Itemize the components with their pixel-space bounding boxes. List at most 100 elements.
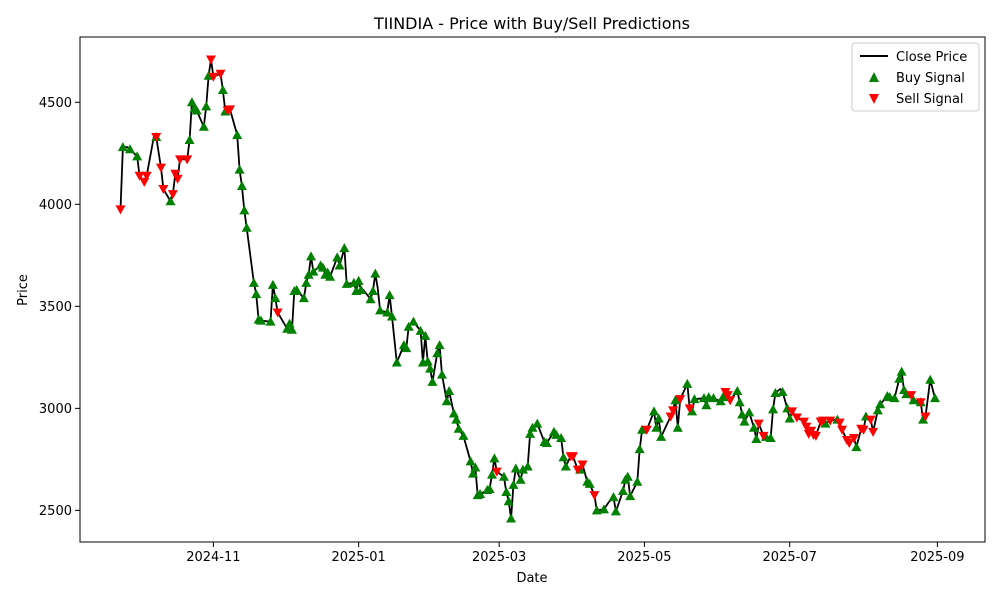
sell-signal-marker: [722, 391, 733, 401]
buy-signal-marker: [734, 397, 745, 407]
sell-signal-marker: [205, 55, 216, 65]
buy-signal-marker: [532, 418, 543, 428]
sell-signal-marker: [668, 406, 679, 416]
sell-signal-marker: [818, 416, 829, 426]
buy-signal-marker: [356, 285, 367, 295]
x-tick-label: 2025-05: [617, 550, 671, 565]
buy-signal-marker: [503, 496, 514, 506]
buy-signal-marker: [270, 293, 281, 303]
sell-signal-marker: [868, 427, 879, 437]
buy-signal-marker: [291, 285, 302, 295]
sell-signal-marker: [787, 407, 798, 417]
plot-frame: [79, 36, 986, 543]
sell-signal-marker: [272, 308, 283, 318]
buy-signal-marker: [489, 453, 500, 463]
buy-signal-marker: [744, 407, 755, 417]
legend-buy-signal: Buy Signal: [896, 71, 965, 86]
sell-signal-marker: [834, 418, 845, 428]
buy-signal-marker: [306, 251, 317, 261]
buy-signal-marker: [653, 413, 664, 423]
sell-signal-marker: [577, 460, 588, 470]
buy-signal-marker: [132, 151, 143, 161]
buy-signal-marker: [622, 471, 633, 481]
sell-signal-marker: [865, 415, 876, 425]
buy-signal-marker: [191, 105, 202, 115]
buy-signal-marker: [367, 286, 378, 296]
buy-signal-marker: [648, 406, 659, 416]
buy-signal-marker: [777, 387, 788, 397]
buy-signal-marker: [325, 271, 336, 281]
sell-signal-marker: [158, 185, 169, 195]
buy-signal-marker: [384, 290, 395, 300]
y-tick-label: 3500: [39, 300, 72, 315]
buy-signal-marker: [501, 487, 512, 497]
buy-signal-marker: [420, 330, 431, 340]
buy-signal-marker: [382, 307, 393, 317]
buy-signal-marker: [415, 325, 426, 335]
buy-signal-marker: [925, 374, 936, 384]
buy-signal-marker: [687, 406, 698, 416]
sell-signal-marker: [920, 412, 931, 422]
sell-signal-marker: [572, 465, 583, 475]
buy-signal-marker: [487, 469, 498, 479]
sell-signal-marker: [675, 395, 686, 405]
buy-signal-marker: [608, 492, 619, 502]
buy-signal-marker: [558, 452, 569, 462]
y-axis-label: Price: [16, 274, 31, 306]
plot-content: [115, 55, 940, 523]
buy-signal-marker: [308, 266, 319, 276]
buy-signal-marker: [465, 456, 476, 466]
buy-signal-marker: [241, 222, 252, 232]
buy-signal-marker: [375, 305, 386, 315]
buy-signal-marker: [851, 442, 862, 452]
buy-signal-marker: [820, 418, 831, 428]
buy-signal-marker: [117, 142, 128, 152]
buy-signal-marker: [470, 462, 481, 472]
x-axis: 2024-11 2025-01 2025-03 2025-05 2025-07 2025-…: [186, 542, 965, 565]
sell-signal-marker: [172, 174, 183, 184]
buy-signal-marker: [508, 479, 519, 489]
buy-signal-marker: [475, 489, 486, 499]
buy-signal-marker: [784, 413, 795, 423]
buy-signal-marker: [591, 505, 602, 515]
y-axis: 2500 3000 3500 4000 4500: [39, 96, 80, 519]
buy-signal-marker: [625, 491, 636, 501]
buy-signal-marker: [256, 315, 266, 325]
buy-signal-marker: [889, 393, 900, 403]
buy-signal-marker: [517, 464, 528, 474]
buy-signal-marker: [672, 422, 683, 432]
buy-signal-marker: [551, 429, 562, 439]
buy-signal-marker: [584, 478, 595, 488]
sell-signal-marker: [906, 391, 917, 401]
buy-signal-marker: [896, 366, 907, 376]
sell-signal-marker: [799, 417, 809, 427]
buy-signal-marker: [248, 277, 259, 287]
sell-signal-marker: [155, 163, 166, 173]
buy-signal-marker: [217, 85, 228, 95]
buy-signal-marker: [334, 260, 345, 270]
buy-signal-marker: [365, 294, 376, 304]
buy-signal-marker: [451, 414, 462, 424]
plot-area: [80, 37, 985, 542]
buy-signal-marker: [929, 393, 940, 403]
buy-signal-marker: [453, 423, 464, 433]
buy-signal-marker: [739, 416, 750, 426]
buy-signals: [117, 70, 940, 523]
buy-signal-marker: [498, 471, 509, 481]
buy-signal-marker: [467, 468, 478, 478]
sell-signal-marker: [849, 433, 860, 443]
buy-signal-marker: [441, 396, 452, 406]
x-tick-label: 2025-07: [763, 550, 817, 565]
buy-signal-marker: [515, 474, 526, 484]
buy-signal-marker: [437, 369, 447, 379]
buy-signal-marker: [286, 324, 297, 334]
buy-signal-marker: [341, 278, 352, 288]
legend-buy-swatch: [869, 72, 879, 82]
buy-signal-marker: [391, 357, 402, 367]
buy-signal-marker: [432, 348, 443, 358]
sell-signal-marker: [589, 491, 600, 501]
legend: Close Price Buy Signal Sell Signal: [851, 42, 980, 112]
buy-signal-marker: [748, 422, 759, 432]
sell-signal-marker: [844, 439, 855, 449]
sell-signal-marker: [915, 398, 926, 408]
